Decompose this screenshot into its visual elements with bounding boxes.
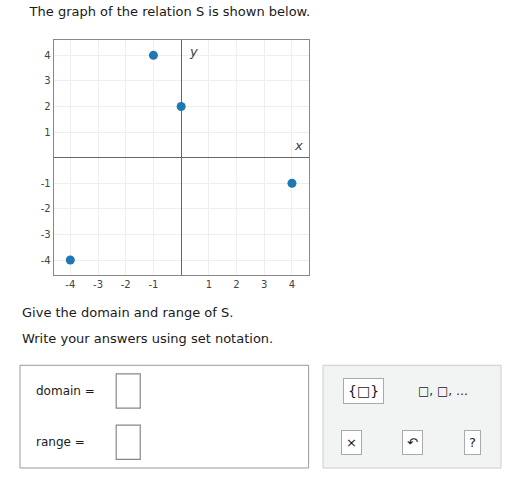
svg-text:1: 1 bbox=[44, 127, 50, 138]
svg-text:y: y bbox=[189, 44, 198, 59]
svg-text:□, □, …: □, □, … bbox=[418, 384, 468, 398]
svg-text:-2: -2 bbox=[41, 203, 51, 214]
svg-text:×: × bbox=[346, 435, 357, 450]
svg-text:-2: -2 bbox=[121, 279, 131, 290]
svg-text:Write your answers using set n: Write your answers using set notation. bbox=[22, 331, 273, 346]
svg-text:range =: range = bbox=[36, 435, 85, 449]
svg-text:-4: -4 bbox=[41, 255, 51, 266]
svg-text:4: 4 bbox=[44, 50, 50, 61]
svg-text:-1: -1 bbox=[148, 279, 158, 290]
svg-text:-1: -1 bbox=[41, 178, 51, 189]
svg-text:domain =: domain = bbox=[36, 384, 95, 398]
svg-text:2: 2 bbox=[233, 279, 239, 290]
svg-text:The graph of the relation S is: The graph of the relation S is shown bel… bbox=[29, 4, 311, 19]
svg-text:↶: ↶ bbox=[407, 435, 418, 450]
svg-text:2: 2 bbox=[44, 101, 50, 112]
svg-text:3: 3 bbox=[44, 75, 50, 86]
svg-text:x: x bbox=[294, 138, 303, 153]
svg-text:?: ? bbox=[469, 435, 476, 450]
svg-text:{□}: {□} bbox=[348, 383, 379, 399]
svg-text:-4: -4 bbox=[65, 279, 75, 290]
svg-text:3: 3 bbox=[261, 279, 267, 290]
svg-text:Give the domain and range of S: Give the domain and range of S. bbox=[22, 305, 233, 320]
svg-text:1: 1 bbox=[206, 279, 212, 290]
svg-text:4: 4 bbox=[289, 279, 295, 290]
svg-text:-3: -3 bbox=[93, 279, 103, 290]
svg-text:-3: -3 bbox=[41, 229, 51, 240]
